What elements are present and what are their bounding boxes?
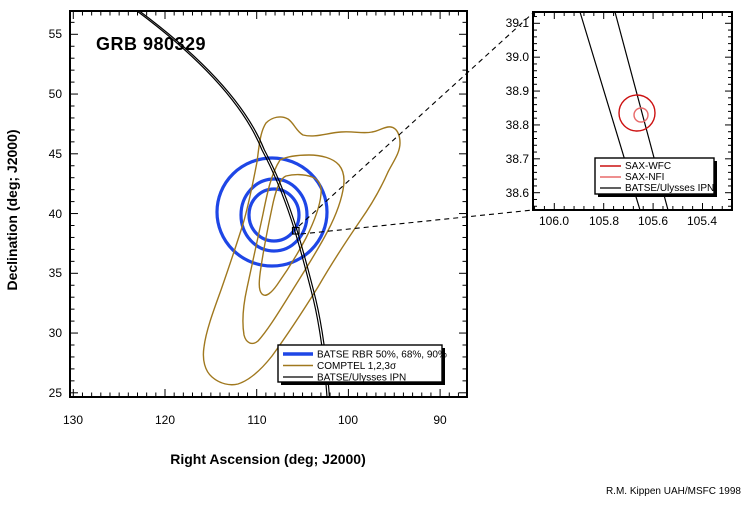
y-axis-label: Declination (deg; J2000) — [4, 129, 20, 290]
inset-axis-ticks — [534, 13, 731, 209]
batse-circle-50pct — [247, 187, 301, 243]
x-tick-120: 120 — [155, 413, 175, 427]
inset-y-tick-38.9: 38.9 — [506, 84, 530, 98]
batse-circle-68pct — [239, 177, 309, 253]
inset-legend: SAX-WFC SAX-NFI BATSE/Ulysses IPN — [594, 157, 717, 197]
legend-label-batse: BATSE RBR 50%, 68%, 90% — [317, 350, 447, 361]
main-axis-ticks — [71, 12, 466, 396]
y-tick-30: 30 — [49, 326, 63, 340]
comptel-contour-2sigma — [242, 154, 345, 345]
x-tick-130: 130 — [63, 413, 83, 427]
y-tick-55: 55 — [49, 27, 63, 41]
inset-y-tick-39.1: 39.1 — [506, 16, 530, 30]
y-tick-25: 25 — [49, 386, 63, 400]
inset-x-tick-105.4: 105.4 — [687, 214, 717, 228]
batse-circle-90pct — [215, 156, 329, 268]
main-legend-box — [277, 344, 443, 383]
plot-title: GRB 980329 — [96, 34, 206, 54]
comptel-contour-1sigma — [258, 173, 322, 296]
grb-position-marker — [291, 226, 300, 235]
legend-label-comptel: COMPTEL 1,2,3σ — [317, 361, 397, 372]
y-tick-40: 40 — [49, 207, 63, 221]
inset-y-tick-39.0: 39.0 — [506, 50, 530, 64]
inset-y-tick-38.6: 38.6 — [506, 186, 530, 200]
x-tick-100: 100 — [338, 413, 358, 427]
inset-x-tick-105.6: 105.6 — [638, 214, 668, 228]
legend-label-sax-nfi: SAX-NFI — [625, 172, 664, 183]
ipn-annulus-arc — [136, 10, 328, 398]
inset-y-tick-38.7: 38.7 — [506, 152, 530, 166]
sax-wfc-circle — [618, 94, 656, 132]
y-tick-50: 50 — [49, 87, 63, 101]
x-tick-90: 90 — [433, 413, 447, 427]
main-plot-frame — [69, 10, 468, 398]
inset-plot-frame — [532, 11, 733, 211]
x-axis-label: Right Ascension (deg; J2000) — [170, 451, 366, 467]
inset-y-tick-38.8: 38.8 — [506, 118, 530, 132]
sax-nfi-circle — [633, 107, 649, 123]
y-tick-45: 45 — [49, 147, 63, 161]
inset-x-tick-105.8: 105.8 — [589, 214, 619, 228]
legend-label-ipn: BATSE/Ulysses IPN — [317, 373, 406, 384]
legend-label-sax-wfc: SAX-WFC — [625, 161, 671, 172]
credit-text: R.M. Kippen UAH/MSFC 1998 — [606, 486, 741, 497]
main-legend: BATSE RBR 50%, 68%, 90% COMPTEL 1,2,3σ B… — [277, 344, 447, 385]
x-tick-110: 110 — [247, 413, 266, 427]
callout-line-lower — [300, 209, 534, 235]
comptel-contour-3sigma — [202, 116, 401, 386]
legend-label-inset-ipn: BATSE/Ulysses IPN — [625, 183, 714, 194]
inset-x-tick-106.0: 106.0 — [539, 214, 569, 228]
y-tick-35: 35 — [49, 266, 63, 280]
callout-line-upper — [298, 12, 534, 227]
ipn-annulus-arc-edge2 — [138, 10, 330, 398]
